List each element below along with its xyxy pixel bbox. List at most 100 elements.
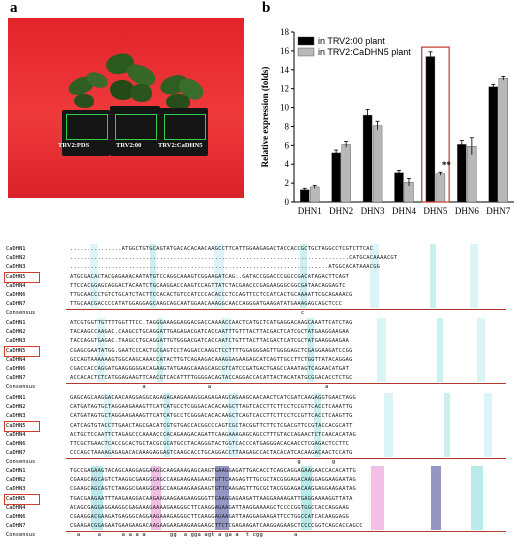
conserved-column-highlight — [437, 318, 443, 383]
conserved-column-highlight — [214, 244, 224, 309]
sequence-name: CaDHN6 — [6, 514, 26, 520]
sequence-name: CaDHN4 — [6, 356, 26, 363]
alignment-row: CaDHN4 ACTGCTCCAATTCTAGAGCCCAAAACCCACAGAA… — [2, 430, 520, 440]
block-underline — [66, 383, 506, 385]
conserved-column-highlight — [97, 318, 105, 383]
conserved-column-highlight — [384, 393, 393, 458]
legend-swatch — [297, 36, 315, 46]
y-tick-label: 4 — [285, 159, 290, 169]
conserved-column-highlight — [484, 393, 492, 458]
alignment-row: CaDHN1 ...............ATGGCTGTGCAGTATGACA… — [2, 244, 520, 254]
conserved-column-highlight — [371, 466, 384, 531]
alignment-row: CaDHN6 TTCGCTGAACTCACCGCACTGCTACGCGCATGCC… — [2, 439, 520, 449]
legend-label: in TRV2:00 plant — [318, 36, 385, 46]
consensus-row: Consensus c — [2, 308, 520, 318]
x-tick-label: DHN3 — [361, 206, 385, 216]
x-tick-label: DHN1 — [298, 206, 322, 216]
alignment-row: CaDHN3 CATGATAGTGCTAGGAAGAAAGTTCATCATGCCT… — [2, 411, 520, 421]
conserved-column-highlight — [90, 244, 98, 309]
conserved-column-highlight — [314, 393, 321, 458]
bar — [372, 125, 383, 203]
conserved-column-highlight — [150, 244, 156, 309]
conserved-column-highlight — [215, 466, 229, 531]
sequence-text: GAGCAGCAAGGACAACAAGGAGGCAGAGAGAAGAAAGGGA… — [70, 395, 356, 401]
conserved-column-highlight — [377, 318, 386, 383]
legend-label: in TRV2:CaDHN5 plant — [318, 47, 411, 57]
consensus-row: Consensus g g — [2, 457, 520, 467]
bar — [331, 152, 341, 203]
alignment-row: CaDHN7 CCCAGCTAAAAGAGAGACACAAAGAGGAGTCAAG… — [2, 448, 520, 458]
sequence-text: TACAAGCCAAGAC.CAAGCCTGCAGGATTGAGAGACGATC… — [70, 329, 350, 336]
conserved-column-highlight — [444, 393, 450, 458]
sequence-text: TGCCGAGAAGTACAGCAAGGAGGAAGGCAAGAAAGAGCAA… — [70, 468, 356, 474]
bar — [425, 56, 436, 203]
consensus-row: Consensus a a a a a a gg a gga agt a ga … — [2, 530, 520, 540]
conserved-column-highlight — [307, 318, 314, 383]
x-tick-label: DHN2 — [329, 206, 353, 216]
sequence-text: CGAAGGACGAAGATGAGGGCAGGAAGAAAGAGGGCTTCAA… — [70, 514, 350, 520]
sequence-text: ATGCGACACTACGAGAAACAATATGTCCAGGCAAAGTCGG… — [70, 273, 350, 280]
plant-photo: TRV2:PDS TRV2:00 TRV2:CaDHN5 — [8, 18, 244, 198]
photo-label-pds: TRV2:PDS — [58, 142, 90, 149]
sequence-text: CGAGCGAATATGG.GAATCCCACTGCGAGTCCTAGGACCA… — [70, 347, 353, 354]
conserved-column-highlight — [430, 244, 436, 309]
sequence-text: TTGCAACGACCCCATATGGAGGAGCAAGCAGCAATGGAAC… — [70, 301, 343, 308]
sequence-name: CaDHN7 — [6, 450, 26, 457]
sequence-name: CaDHN3 — [6, 486, 26, 493]
alignment-row: CaDHN1 TGCCGAGAAGTACAGCAAGGAGGAAGGCAAGAAA… — [2, 466, 520, 476]
sequence-text: TTGCAACCCTGTCTGCATCTACTTCCACACTGTCCATCCC… — [70, 292, 353, 298]
x-tick-label: DHN5 — [423, 206, 447, 216]
sequence-name: CaDHN4 — [6, 504, 26, 511]
sequence-name: CaDHN6 — [6, 292, 26, 298]
y-tick-label: 10 — [280, 103, 290, 113]
cadhn5-highlight-box — [4, 345, 40, 357]
bar — [435, 173, 446, 203]
sequence-name: CaDHN1 — [6, 320, 26, 326]
sequence-text: ACAGCGAGGAGGAAGGCGAGAAAGAAAAGAAGGGCTTCAA… — [70, 504, 350, 511]
cadhn5-highlight-box — [4, 271, 40, 283]
sequence-text: ........................................… — [70, 255, 398, 262]
significance-annotation: ** — [442, 160, 452, 170]
sequence-text: ACCACACTCTCATGGAGAAGTTCAACGTCACATTTTGGGG… — [70, 375, 353, 382]
sequence-text: CATGATAGTGCTAGGAAGAAAGTTCATCATGCCTCGGGAC… — [70, 404, 353, 411]
bar — [394, 172, 404, 203]
alignment-row: CaDHN1 ATCGTGGTTGTTTTGGTTTCC.TAGGGAAAGGAG… — [2, 318, 520, 328]
bar — [362, 114, 373, 203]
sequence-name: CaDHN6 — [6, 441, 26, 447]
sequence-name: CaDHN2 — [6, 329, 26, 336]
conserved-column-highlight — [157, 318, 163, 383]
y-tick-label: 16 — [280, 46, 290, 56]
alignment-row: CaDHN5 TGACGAAGAATTTAAGAAGGACAAGAAGAAGAAG… — [2, 494, 520, 504]
bar — [457, 144, 467, 203]
bar — [300, 189, 310, 203]
consensus-label: Consensus — [6, 459, 36, 466]
y-tick-label: 12 — [280, 84, 289, 94]
sequence-name: CaDHN7 — [6, 375, 26, 382]
sequence-text: ........................................… — [70, 264, 381, 271]
sequence-name: CaDHN5 — [6, 273, 26, 280]
sequence-text: ATCGTGGTTGTTTTGGTTTCC.TAGGGAAAGGAGGACGAC… — [70, 320, 353, 326]
alignment-row: CaDHN6 CGACCACCAGGATGAAGGGGGACAGAAGTATGAA… — [2, 364, 520, 374]
y-axis-label: Relative expression (folds) — [260, 67, 270, 168]
sequence-text: CGAAGCAGCAGTCTAAGGCGAAGGCAGCCAAGAAGAAGAA… — [70, 486, 356, 493]
alignment-row: CaDHN2 CATGATAGTGCTAGGAAGAAAGTTCATCATGCCT… — [2, 402, 520, 412]
sequence-name: CaDHN3 — [6, 264, 26, 271]
cadhn5-highlight-box — [4, 493, 40, 505]
conserved-column-highlight — [300, 244, 307, 309]
conserved-column-highlight — [91, 466, 103, 531]
consensus-label: Consensus — [6, 310, 36, 317]
alignment-row: CaDHN7 ACCACACTCTCATGGAGAAGTTCAACGTCACATT… — [2, 373, 520, 383]
highlight-box — [421, 46, 450, 203]
photo-label-cadhn5: TRV2:CaDHN5 — [158, 142, 203, 149]
panel-letter-a: a — [10, 0, 18, 16]
alignment-row: CaDHN2..................................… — [2, 253, 520, 263]
sequence-text: CGACCACCAGGATGAAGGGGGACAGAAGTATGAAGCAAAG… — [70, 366, 350, 372]
conserved-column-highlight — [477, 318, 485, 383]
sequence-text: ...............ATGGCTGTGCAGTATGACACACAAC… — [70, 246, 374, 252]
consensus-row: Consensus a a a — [2, 382, 520, 392]
conserved-column-highlight — [471, 466, 483, 531]
y-tick-label: 8 — [285, 121, 290, 131]
sequence-name: CaDHN1 — [6, 246, 26, 252]
sequence-text: GCCAGTAAAAAAGTGGCAAGCAAACCATACTTGTCAGAAG… — [70, 356, 353, 363]
consensus-sequence: g g — [70, 459, 336, 466]
